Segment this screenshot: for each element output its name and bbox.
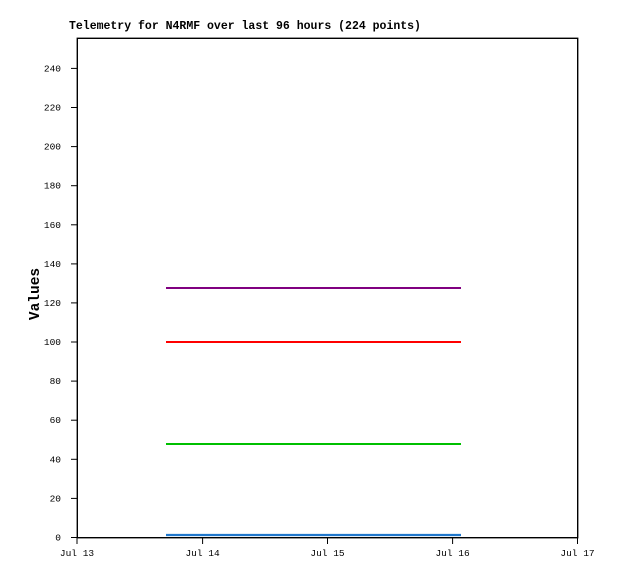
svg-text:Jul 13: Jul 13: [60, 548, 95, 559]
svg-text:Jul 15: Jul 15: [310, 548, 345, 559]
svg-text:180: 180: [44, 181, 61, 192]
svg-text:60: 60: [50, 415, 62, 426]
svg-text:Jul 16: Jul 16: [435, 548, 470, 559]
svg-text:140: 140: [44, 259, 61, 270]
svg-text:80: 80: [50, 376, 62, 387]
svg-text:Jul 14: Jul 14: [185, 548, 220, 559]
svg-text:120: 120: [44, 298, 61, 309]
svg-text:20: 20: [50, 493, 62, 504]
svg-text:40: 40: [50, 454, 62, 465]
svg-text:Jul 17: Jul 17: [560, 548, 594, 559]
svg-text:220: 220: [44, 103, 61, 114]
svg-text:100: 100: [44, 337, 61, 348]
svg-text:Telemetry for N4RMF over last: Telemetry for N4RMF over last 96 hours (…: [69, 20, 421, 33]
svg-text:Values: Values: [28, 268, 44, 320]
svg-text:0: 0: [55, 533, 61, 544]
svg-text:200: 200: [44, 142, 61, 153]
svg-text:160: 160: [44, 220, 61, 231]
svg-text:240: 240: [44, 63, 61, 74]
